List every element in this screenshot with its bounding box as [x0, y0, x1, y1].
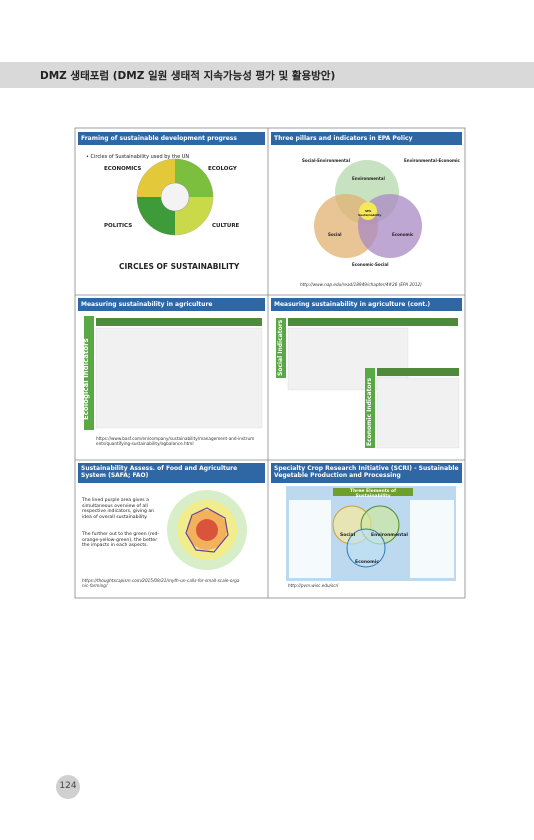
paragraph: The further out to the green (red-orange… [82, 532, 160, 549]
page-number: 124 [59, 781, 77, 791]
header-title: DMZ 생태포럼 (DMZ 일원 생태적 지속가능성 평가 및 활용방안) [40, 70, 336, 82]
label: Economic [392, 232, 414, 237]
source: https://thoughtscapism.com/2015/09/21/my… [82, 578, 240, 588]
venn-center [359, 202, 377, 220]
source: http://pvm.wisc.edu/scri [288, 583, 339, 588]
side-band [365, 368, 375, 448]
label: Economic [355, 560, 380, 565]
paragraph: The lined purple area gives a simultaneo… [82, 498, 155, 520]
bullet: • Circles of Sustainability used by the … [86, 154, 190, 160]
page-number-badge [56, 775, 80, 799]
label: Environmental [352, 176, 385, 181]
label: ECONOMICS [104, 166, 142, 172]
slide-title: Measuring sustainability in agriculture [81, 301, 213, 308]
table-header [377, 368, 459, 376]
label: Social [340, 533, 356, 538]
source: https://www.basf.com/en/company/sustaina… [96, 436, 255, 446]
slide-title: Sustainability Assess. of Food and Agric… [81, 465, 238, 479]
heading: Three Elements of Sustainability [349, 489, 397, 499]
table-header [96, 318, 262, 326]
slide-title-bar [271, 298, 462, 311]
slide-title-bar [271, 132, 462, 145]
side-band [84, 316, 94, 430]
label: ECOLOGY [208, 166, 237, 172]
slide-title: Three pillars and indicators in EPA Poli… [274, 135, 413, 142]
slide-title-bar [78, 132, 265, 145]
table-cells [95, 327, 263, 429]
slide-title: Measuring sustainability in agriculture … [274, 301, 431, 308]
caption: CIRCLES OF SUSTAINABILITY [119, 262, 240, 271]
table-header [288, 318, 458, 326]
slide-title-bar [271, 463, 462, 483]
slide-title-bar [78, 298, 265, 311]
source: http://www.nap.edu/read/18949/chapter/4#… [300, 282, 422, 287]
slide-title-bar [78, 463, 265, 483]
slide-title: Specialty Crop Research Initiative (SCRI… [274, 465, 459, 479]
label: Environmental-Economic [404, 158, 460, 163]
purple-area [185, 507, 229, 553]
heading-bar [333, 488, 413, 496]
label: SES Sustainability [358, 209, 382, 217]
header-bar [0, 62, 534, 88]
label: Social-Environmental [302, 158, 350, 163]
label: Environmental [371, 533, 408, 538]
bullet-text: Circles of Sustainability used by the UN [90, 154, 190, 160]
side-band [276, 318, 286, 378]
table-cells [376, 377, 460, 449]
label: Social [328, 232, 342, 237]
wheel-center [160, 182, 190, 212]
label: Economic-Social [352, 262, 389, 267]
label: POLITICS [104, 223, 133, 229]
venn-circle [346, 528, 386, 568]
side-label: Social Indicators [277, 319, 284, 376]
text-box [410, 500, 454, 578]
label: CULTURE [212, 223, 240, 229]
ring [196, 519, 218, 541]
side-label: Economic Indicators [366, 377, 373, 446]
slide-title: Framing of sustainable development progr… [81, 135, 237, 142]
text-box [289, 500, 331, 578]
side-label: Ecological Indicators [82, 338, 90, 420]
